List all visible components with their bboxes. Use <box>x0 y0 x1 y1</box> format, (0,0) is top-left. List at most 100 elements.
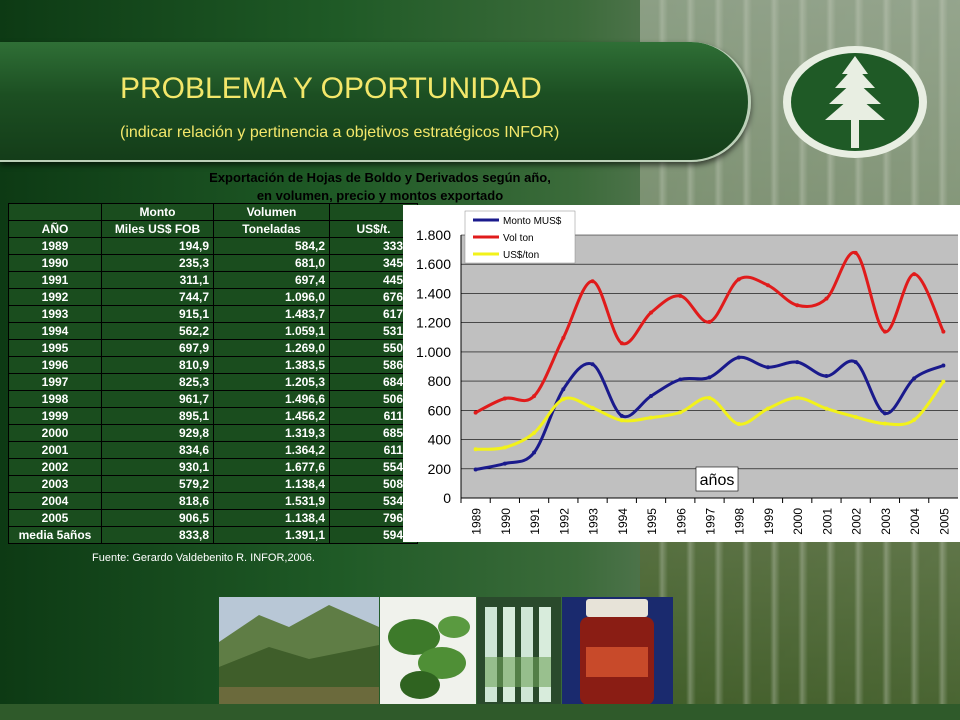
table-cell: 2005 <box>8 509 102 527</box>
table-cell: US$/t. <box>329 220 418 238</box>
table-cell: 929,8 <box>101 424 214 442</box>
data-point <box>619 413 624 418</box>
data-point <box>941 363 946 368</box>
table-row: 1990 235,3 681,0 345,6 <box>8 254 418 272</box>
data-point <box>736 355 741 360</box>
table-cell: 584,2 <box>213 237 330 255</box>
table-cell: 930,1 <box>101 458 214 476</box>
table-cell: 235,3 <box>101 254 214 272</box>
page-subtitle: (indicar relación y pertinencia a objeti… <box>120 124 560 141</box>
series-line <box>474 251 945 414</box>
table-cell: 2002 <box>8 458 102 476</box>
table-row: 1992 744,7 1.096,0 676,9 <box>8 288 418 306</box>
table-cell: Toneladas <box>213 220 330 238</box>
table-row: 1989 194,9 584,2 333,6 <box>8 237 418 255</box>
x-tick-label: 2000 <box>791 508 805 535</box>
data-point <box>473 410 478 415</box>
boldo-leaves-photo <box>380 597 476 707</box>
table-cell: 2001 <box>8 441 102 459</box>
data-point <box>678 377 683 382</box>
legend-label: US$/ton <box>503 250 539 261</box>
table-cell: 833,8 <box>101 526 214 544</box>
data-point <box>649 310 654 315</box>
data-point <box>736 277 741 282</box>
table-cell: AÑO <box>8 220 102 238</box>
data-point <box>765 365 770 370</box>
x-tick-label: 1994 <box>616 508 630 535</box>
table-cell: 1.059,1 <box>213 322 330 340</box>
table-cell: 906,5 <box>101 509 214 527</box>
table-row: 2001 834,6 1.364,2 611,8 <box>8 441 418 459</box>
bottom-strip <box>0 704 960 720</box>
data-point <box>824 406 829 411</box>
table-row: 1999 895,1 1.456,2 611,6 <box>8 407 418 425</box>
table-cell: 508,8 <box>329 475 418 493</box>
table-header-row: Monto Volumen <box>8 203 418 221</box>
table-cell: 1.364,2 <box>213 441 330 459</box>
test-tubes-photo <box>477 597 561 707</box>
data-point <box>912 376 917 381</box>
data-point <box>590 362 595 367</box>
table-cell: 681,0 <box>213 254 330 272</box>
table-cell: 1.205,3 <box>213 373 330 391</box>
table-cell: 579,2 <box>101 475 214 493</box>
table-cell: 744,7 <box>101 288 214 306</box>
mountain-photo <box>219 597 379 707</box>
y-tick-label: 200 <box>428 461 452 477</box>
table-cell: 1.138,4 <box>213 475 330 493</box>
table-cell: Monto <box>101 203 214 221</box>
table-cell: 697,4 <box>213 271 330 289</box>
table-cell: 961,7 <box>101 390 214 408</box>
y-tick-label: 1.600 <box>416 256 451 272</box>
table-cell: 2004 <box>8 492 102 510</box>
table-cell: 1.496,6 <box>213 390 330 408</box>
table-cell: 1.096,0 <box>213 288 330 306</box>
data-point <box>795 303 800 308</box>
table-cell: 1.383,5 <box>213 356 330 374</box>
y-tick-label: 0 <box>443 490 451 506</box>
table-cell: Miles US$ FOB <box>101 220 214 238</box>
data-point <box>853 360 858 365</box>
data-point <box>765 406 770 411</box>
data-point <box>502 461 507 466</box>
table-row: 1994 562,2 1.059,1 531,0 <box>8 322 418 340</box>
x-tick-label: 2005 <box>937 508 951 535</box>
table-cell: 1990 <box>8 254 102 272</box>
data-point <box>590 405 595 410</box>
table-title: Exportación de Hojas de Boldo y Derivado… <box>140 169 620 205</box>
table-row: 2005 906,5 1.138,4 796,3 <box>8 509 418 527</box>
data-point <box>853 414 858 419</box>
table-cell: 1996 <box>8 356 102 374</box>
chart-panel: 0 200 400 600 800 1.000 1.200 1.400 1.600 1.800 19… <box>403 205 960 542</box>
x-tick-label: 1997 <box>704 508 718 535</box>
line-chart: 0 200 400 600 800 1.000 1.200 1.400 1.600 1.800 19… <box>416 210 958 535</box>
data-point <box>532 394 537 399</box>
table-cell: 1998 <box>8 390 102 408</box>
page-title: PROBLEMA Y OPORTUNIDAD <box>120 72 542 105</box>
x-axis-label: años <box>700 472 735 489</box>
data-point <box>707 375 712 380</box>
table-row: 2004 818,6 1.531,9 534,3 <box>8 492 418 510</box>
data-point <box>707 319 712 324</box>
table-row: 1997 825,3 1.205,3 684,7 <box>8 373 418 391</box>
table-cell: 1.483,7 <box>213 305 330 323</box>
data-point <box>502 445 507 450</box>
table-row: 1991 311,1 697,4 445,3 <box>8 271 418 289</box>
data-point <box>532 430 537 435</box>
data-point <box>649 415 654 420</box>
data-point <box>941 329 946 334</box>
x-tick-label: 1999 <box>762 508 776 535</box>
x-tick-label: 1996 <box>674 508 688 535</box>
table-cell: 834,6 <box>101 441 214 459</box>
table-cell: 810,9 <box>101 356 214 374</box>
data-point <box>473 447 478 452</box>
table-row: 1993 915,1 1.483,7 617,0 <box>8 305 418 323</box>
table-cell: 1991 <box>8 271 102 289</box>
data-point <box>678 293 683 298</box>
table-cell: 1.138,4 <box>213 509 330 527</box>
boldo-product-photo <box>562 597 673 707</box>
export-table: Monto Volumen AÑO Miles US$ FOB Toneladas US$… <box>8 203 418 544</box>
data-point <box>765 283 770 288</box>
x-tick-label: 2004 <box>908 508 922 535</box>
data-point <box>707 395 712 400</box>
